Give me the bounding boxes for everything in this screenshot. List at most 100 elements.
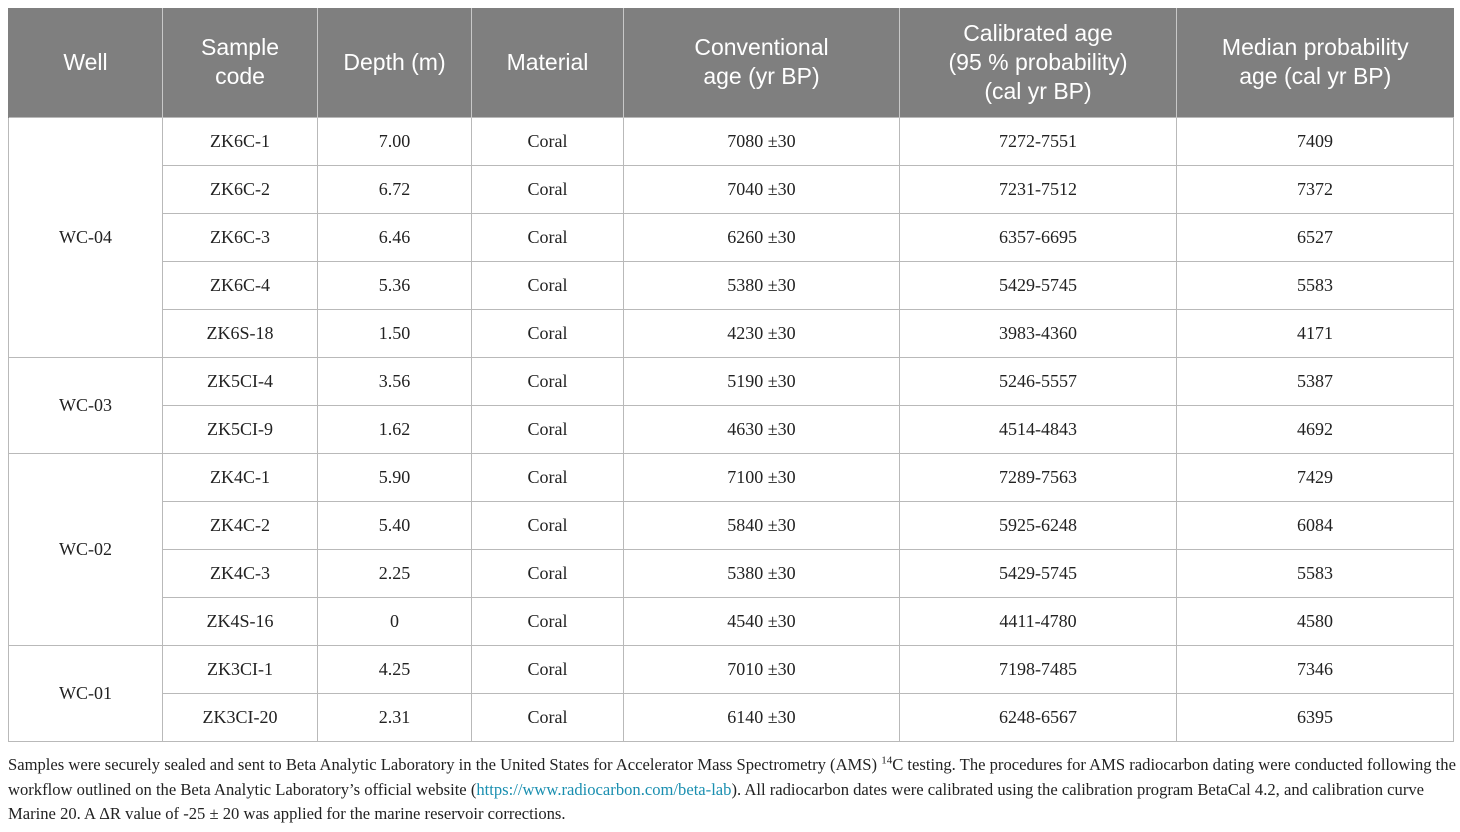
- table-cell: 7289-7563: [899, 452, 1177, 502]
- column-header: Sample code: [162, 8, 318, 117]
- footnote-text-1: Samples were securely sealed and sent to…: [8, 755, 882, 774]
- table-cell: 6140 ±30: [623, 692, 900, 742]
- table-cell: 5.36: [317, 260, 472, 310]
- table-cell: 7272-7551: [899, 116, 1177, 166]
- table-cell: 5840 ±30: [623, 500, 900, 550]
- table-cell: Coral: [471, 260, 624, 310]
- table-cell: 4630 ±30: [623, 404, 900, 454]
- well-cell: WC-02: [8, 452, 163, 646]
- table-cell: Coral: [471, 164, 624, 214]
- table-cell: 7429: [1176, 452, 1454, 502]
- table-cell: Coral: [471, 308, 624, 358]
- table-row: ZK4S-16 0 Coral 4540 ±30 4411-4780 4580: [9, 596, 1454, 646]
- column-header-line: Depth (m): [343, 48, 446, 75]
- table-cell: 5387: [1176, 356, 1454, 406]
- table-cell: 6.72: [317, 164, 472, 214]
- table-body: WC-04 ZK6C-1 7.00 Coral 7080 ±30 7272-7551 740…: [8, 116, 1454, 742]
- table-cell: 4580: [1176, 596, 1454, 646]
- well-cell: WC-01: [8, 644, 163, 742]
- table-row: WC-02 ZK4C-1 5.90 Coral 7100 ±30 7289-7563 742…: [8, 452, 1454, 646]
- table-cell: 6084: [1176, 500, 1454, 550]
- table-cell: 7.00: [317, 116, 472, 166]
- column-header-line: Median probability: [1221, 34, 1409, 61]
- table-cell: 6.46: [317, 212, 472, 262]
- well-cell: WC-04: [8, 116, 163, 358]
- column-header: Material: [471, 8, 624, 117]
- column-header: Depth (m): [317, 8, 472, 117]
- table-row: WC-04 ZK6C-1 7.00 Coral 7080 ±30 7272-7551 740…: [8, 116, 1454, 358]
- table-row: WC-03 ZK5CI-4 3.56 Coral 5190 ±30 5246-5557 53…: [8, 356, 1454, 454]
- beta-lab-link[interactable]: https://www.radiocarbon.com/beta-lab: [476, 779, 732, 799]
- table-cell: ZK3CI-1: [162, 644, 318, 694]
- table-cell: Coral: [471, 356, 624, 406]
- table-cell: ZK4S-16: [162, 596, 318, 646]
- table-cell: ZK5CI-4: [162, 356, 318, 406]
- table-cell: 7346: [1176, 644, 1454, 694]
- table-cell: 5429-5745: [899, 548, 1177, 598]
- table-cell: 3.56: [317, 356, 472, 406]
- column-header-line: Material: [506, 48, 589, 75]
- table-cell: ZK3CI-20: [162, 692, 318, 742]
- column-header: Well: [8, 8, 163, 117]
- table-cell: 1.62: [317, 404, 472, 454]
- table-cell: 1.50: [317, 308, 472, 358]
- column-header-line: Sample: [201, 34, 279, 61]
- table-cell: Coral: [471, 596, 624, 646]
- table-cell: ZK6C-4: [162, 260, 318, 310]
- table-cell: ZK6S-18: [162, 308, 318, 358]
- column-header-line: Conventional: [694, 34, 829, 61]
- table-cell: 6527: [1176, 212, 1454, 262]
- table-cell: 7100 ±30: [623, 452, 900, 502]
- column-header-line: Calibrated age: [963, 19, 1113, 46]
- table-cell: 5190 ±30: [623, 356, 900, 406]
- table-row: ZK6C-2 6.72 Coral 7040 ±30 7231-7512 7372: [9, 164, 1454, 214]
- table-cell: 5380 ±30: [623, 260, 900, 310]
- table-row: ZK6C-3 6.46 Coral 6260 ±30 6357-6695 6527: [9, 212, 1454, 262]
- column-header: Median probability age (cal yr BP): [1176, 8, 1454, 117]
- table-cell: Coral: [471, 644, 624, 694]
- column-header-line: age (cal yr BP): [1239, 63, 1392, 90]
- table-cell: 5429-5745: [899, 260, 1177, 310]
- table-cell: 5925-6248: [899, 500, 1177, 550]
- table-row: ZK3CI-20 2.31 Coral 6140 ±30 6248-6567 6395: [9, 692, 1454, 742]
- footnote-text-3: ). All radiocarbon dates were calibrated…: [8, 779, 1425, 824]
- table-cell: ZK4C-3: [162, 548, 318, 598]
- table-cell: Coral: [471, 692, 624, 742]
- footnote-text-2: C testing. The procedures for AMS radioc…: [8, 755, 1456, 799]
- table-row: ZK4C-3 2.25 Coral 5380 ±30 5429-5745 5583: [9, 548, 1454, 598]
- table-cell: ZK4C-2: [162, 500, 318, 550]
- table-cell: 4411-4780: [899, 596, 1177, 646]
- well-cell: WC-03: [8, 356, 163, 454]
- column-header: Conventional age (yr BP): [623, 8, 900, 117]
- column-header-line: Well: [63, 48, 108, 75]
- table-cell: 5583: [1176, 260, 1454, 310]
- column-header-line: code: [215, 63, 265, 90]
- table-cell: 4540 ±30: [623, 596, 900, 646]
- table-cell: 3983-4360: [899, 308, 1177, 358]
- column-header-line: (95 % probability): [948, 48, 1128, 75]
- table-cell: 2.25: [317, 548, 472, 598]
- table-header: Well Sample code Depth (m) Material Conventio…: [8, 8, 1454, 117]
- table-cell: 5380 ±30: [623, 548, 900, 598]
- column-header-line: (cal yr BP): [984, 77, 1092, 104]
- column-header-line: age (yr BP): [703, 63, 820, 90]
- footnote-superscript: 14: [881, 754, 893, 767]
- table-cell: 7010 ±30: [623, 644, 900, 694]
- table-cell: ZK6C-3: [162, 212, 318, 262]
- table-cell: Coral: [471, 548, 624, 598]
- table-cell: ZK4C-1: [162, 452, 318, 502]
- table-row: ZK5CI-9 1.62 Coral 4630 ±30 4514-4843 4692: [9, 404, 1454, 454]
- table-cell: 5246-5557: [899, 356, 1177, 406]
- table-cell: Coral: [471, 212, 624, 262]
- table-footnote: Samples were securely sealed and sent to…: [8, 753, 1456, 827]
- header-row: Well Sample code Depth (m) Material Conventio…: [8, 8, 1454, 117]
- table-cell: ZK6C-1: [162, 116, 318, 166]
- table-container: Well Sample code Depth (m) Material Conventio…: [8, 8, 1454, 742]
- table-row: ZK6S-18 1.50 Coral 4230 ±30 3983-4360 4171: [9, 308, 1454, 358]
- table-cell: 7372: [1176, 164, 1454, 214]
- table-cell: 6260 ±30: [623, 212, 900, 262]
- table-cell: 5.40: [317, 500, 472, 550]
- table-cell: Coral: [471, 116, 624, 166]
- table-row: ZK4C-2 5.40 Coral 5840 ±30 5925-6248 6084: [9, 500, 1454, 550]
- table-cell: ZK5CI-9: [162, 404, 318, 454]
